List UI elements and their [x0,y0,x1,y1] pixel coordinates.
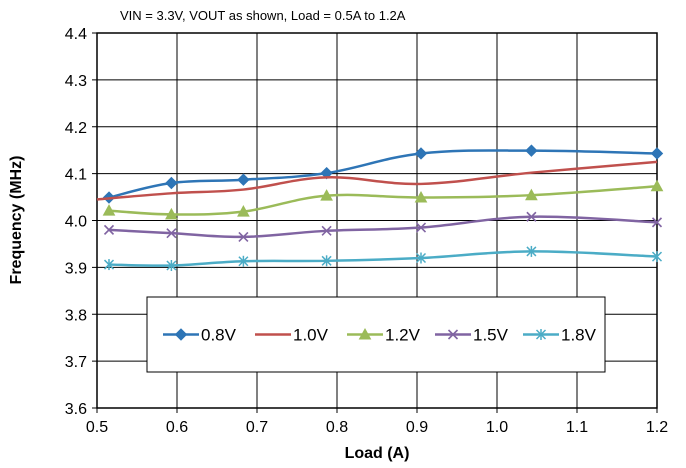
y-tick-label: 3.8 [65,307,87,324]
y-axis-title: Frequency (MHz) [8,156,25,285]
y-tick-label: 4.4 [65,26,87,43]
legend-marker [174,328,188,341]
data-point [165,207,178,220]
data-point [415,252,427,264]
data-point [415,222,427,233]
x-tick-label: 0.9 [406,419,428,436]
y-tick-label: 4.0 [65,214,87,231]
y-tick-label: 3.6 [65,401,87,418]
chart-subtitle: VIN = 3.3V, VOUT as shown, Load = 0.5A t… [120,8,406,23]
data-point [103,224,115,235]
x-axis-title: Load (A) [345,445,410,462]
data-point [414,190,428,203]
series-line-1-0v [96,160,658,201]
y-tick-label: 4.2 [65,120,87,137]
legend-item-1-8v: 1.8V [523,326,597,345]
legend-label: 0.8V [201,326,237,345]
x-tick-label: 1.1 [566,419,588,436]
legend-item-0-8v: 0.8V [163,326,237,345]
plot-border [96,32,658,409]
x-tick-label: 0.5 [86,419,108,436]
x-tick-label: 0.7 [246,419,268,436]
data-point [650,179,664,192]
series-line-1-5v [108,215,658,239]
data-point [651,251,663,263]
legend: 0.8V 1.0V 1.2V 1.5V 1.8V [146,296,606,373]
legend-label: 1.2V [385,326,421,345]
x-tick-label: 1.0 [486,419,508,436]
legend-item-1-2v: 1.2V [347,326,421,345]
series-line-1-2v [108,185,658,216]
data-point [526,245,537,257]
data-point [650,147,664,160]
tick-labels: 0.5 0.6 0.7 0.8 0.9 1.0 1.1 1.2 3.6 3.7 3.8 3.9 4.0 4… [65,26,668,436]
data-point [166,260,177,271]
data-point [525,144,538,157]
data-point [102,204,116,216]
series-layer [96,144,664,271]
data-point [237,173,250,186]
data-point [321,225,332,236]
series-0-8v [102,144,664,204]
series-1-8v [103,245,663,271]
legend-marker [535,329,547,340]
data-point [525,188,538,201]
legend-item-1-0v: 1.0V [255,326,329,345]
series-1-0v [96,160,658,201]
y-tick-label: 4.1 [65,167,87,184]
y-tick-label: 3.7 [65,354,87,371]
legend-marker [358,327,372,340]
data-point [320,189,333,201]
legend-marker [447,329,459,340]
data-point [414,147,428,160]
y-tick-label: 3.9 [65,260,87,277]
data-point [321,255,332,267]
legend-label: 1.0V [293,326,329,345]
data-point [320,166,333,180]
data-point [526,211,537,222]
data-point [237,205,250,217]
series-line-1-8v [108,250,658,267]
x-tick-label: 0.8 [326,419,348,436]
y-tick-label: 4.3 [65,73,87,90]
legend-item-1-5v: 1.5V [435,326,509,345]
data-point [238,231,249,242]
data-point [103,259,115,271]
data-point [238,255,249,267]
x-tick-label: 0.6 [166,419,188,436]
x-tick-label: 1.2 [646,419,668,436]
series-1-2v [102,179,664,220]
legend-label: 1.8V [561,326,597,345]
legend-label: 1.5V [473,326,509,345]
series-1-5v [103,211,663,242]
data-point [166,228,177,239]
axes [92,32,658,413]
data-point [651,217,663,228]
data-point [165,176,178,190]
